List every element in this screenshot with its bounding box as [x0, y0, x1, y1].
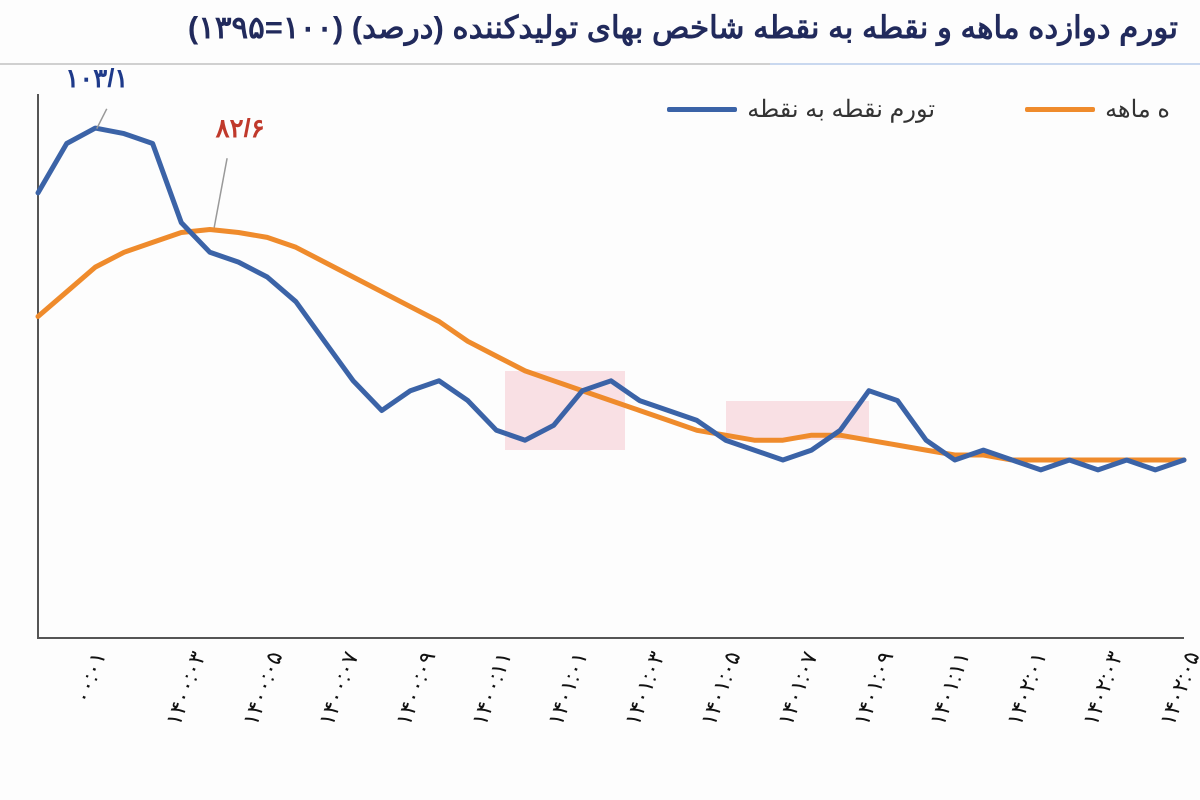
x-tick-label: ۱۴۰۰:۰۳ — [161, 648, 212, 729]
x-tick-label: ۱۴۰۱:۰۱ — [543, 648, 594, 729]
x-tick-label: ۱۴۰۱:۰۳ — [619, 648, 670, 729]
chart-annotation: ۸۲/۶ — [216, 113, 265, 144]
series-blue — [38, 128, 1184, 470]
x-tick-label: ۰۰:۰۱ — [69, 648, 112, 707]
x-tick-label: ۱۴۰۱:۱۱ — [925, 648, 976, 729]
x-tick-label: ۱۴۰۱:۰۷ — [772, 648, 823, 729]
x-tick-label: ۱۴۰۱:۰۹ — [849, 648, 900, 729]
x-tick-label: ۱۴۰۲:۰۵ — [1154, 648, 1200, 729]
x-tick-label: ۱۴۰۰:۰۹ — [390, 648, 441, 729]
x-tick-label: ۱۴۰۰:۰۵ — [237, 648, 288, 729]
callout-line — [97, 109, 107, 129]
chart-title: تورم دوازده ماهه و نقطه به نقطه شاخص بها… — [0, 10, 1200, 46]
x-tick-label: ۱۴۰۰:۱۱ — [467, 648, 518, 729]
x-tick-label: ۱۴۰۱:۰۵ — [696, 648, 747, 729]
x-tick-label: ۱۴۰۲:۰۱ — [1001, 648, 1052, 729]
chart-annotation: ۱۰۳/۱ — [65, 63, 128, 94]
x-tick-label: ۱۴۰۲:۰۳ — [1078, 648, 1129, 729]
callout-line — [214, 158, 227, 227]
series-orange — [38, 230, 1184, 461]
x-tick-label: ۱۴۰۰:۰۷ — [314, 648, 365, 729]
title-accent — [770, 63, 1200, 65]
chart-plot — [30, 90, 1188, 650]
